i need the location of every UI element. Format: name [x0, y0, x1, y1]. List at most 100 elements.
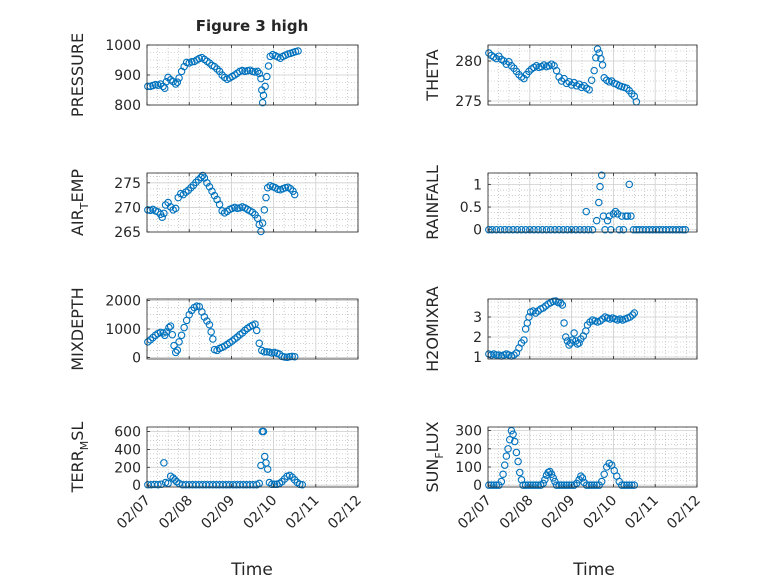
- y-tick-label: 600: [114, 424, 141, 440]
- sun-flux-point-9: [504, 445, 512, 453]
- h2omixra-point-30: [556, 299, 565, 307]
- rainfall-point-10: [526, 225, 534, 234]
- h2omixra-point-41: [575, 339, 583, 347]
- mixdepth-point-41: [238, 329, 247, 337]
- sun-flux-point-3: [492, 481, 501, 489]
- mixdepth-point-14: [173, 346, 182, 354]
- terr-msl-point-44: [268, 480, 276, 489]
- y-tick-label: 3: [473, 310, 482, 326]
- sun-flux-point-53: [597, 477, 606, 486]
- y-tick-label: 0.5: [460, 200, 482, 216]
- mixdepth-point-60: [285, 352, 294, 361]
- rainfall-point-38: [613, 210, 622, 218]
- y-axis-label-pressure: PRESSURE: [68, 33, 87, 117]
- sun-flux-point-27: [541, 475, 549, 484]
- mixdepth-point-48: [255, 339, 263, 348]
- sun-flux-point-26: [539, 479, 547, 488]
- pressure-point-51: [261, 82, 269, 91]
- axes-box: [487, 426, 698, 488]
- pressure-point-29: [213, 65, 221, 73]
- rainfall-point-62: [681, 225, 690, 234]
- rainfall-point-11: [530, 225, 538, 234]
- rainfall-point-2: [492, 225, 501, 234]
- rainfall-point-20: [567, 225, 576, 234]
- h2omixra-point-3: [492, 351, 501, 359]
- rainfall-point-23: [580, 225, 588, 234]
- h2omixra-point-40: [573, 340, 582, 348]
- rainfall-point-40: [618, 212, 626, 220]
- pressure-point-12: [171, 80, 180, 88]
- rainfall-point-3: [496, 225, 505, 234]
- pressure-point-19: [187, 58, 196, 66]
- sun-flux-point-13: [510, 437, 519, 446]
- h2omixra-point-33: [561, 333, 570, 341]
- rainfall-point-4: [500, 225, 509, 234]
- air-temp-point-18: [187, 184, 195, 192]
- sun-flux-point-65: [628, 481, 636, 489]
- y-tick-label: 400: [114, 442, 141, 458]
- pressure-point-0: [144, 82, 152, 91]
- pressure-point-46: [255, 69, 263, 78]
- sun-flux-point-38: [562, 481, 571, 489]
- theta-point-27: [552, 66, 561, 75]
- sun-flux-point-32: [549, 474, 557, 482]
- theta-point-33: [567, 81, 576, 89]
- air-temp-point-61: [289, 187, 297, 195]
- y-tick-label: 100: [455, 460, 482, 476]
- sun-flux-point-54: [600, 470, 608, 479]
- mixdepth-point-58: [280, 353, 289, 361]
- sun-flux-point-23: [531, 481, 540, 489]
- sun-flux-point-35: [555, 481, 563, 489]
- rainfall-point-61: [679, 225, 687, 234]
- y-tick-label: 0: [473, 223, 482, 239]
- terr-msl-point-45: [270, 480, 279, 489]
- pressure-point-28: [210, 62, 219, 71]
- sun-flux-point-61: [618, 481, 626, 489]
- pressure-point-31: [218, 71, 226, 79]
- mixdepth-point-50: [260, 348, 269, 356]
- sun-flux-point-7: [500, 461, 509, 469]
- sun-flux-point-31: [547, 470, 556, 479]
- sun-flux-point-66: [630, 481, 639, 489]
- y-tick-label: 1: [473, 350, 482, 366]
- sun-flux-point-63: [623, 481, 631, 489]
- air-temp-point-48: [258, 219, 267, 227]
- mixdepth-point-47: [252, 326, 261, 335]
- h2omixra-point-32: [560, 319, 568, 327]
- y-tick-label: 2: [473, 330, 482, 346]
- rainfall-point-9: [521, 225, 530, 234]
- pressure-point-14: [175, 74, 183, 82]
- rainfall-point-35: [607, 225, 615, 234]
- y-tick-label: 1: [473, 177, 482, 193]
- subplot-theta: 275 280 THETA: [423, 44, 698, 110]
- subplot-rainfall: 0 0.5 1 RAINFALL: [423, 165, 698, 240]
- sun-flux-point-62: [620, 481, 629, 489]
- pressure-point-49: [258, 98, 267, 107]
- y-axis-label-terr-msl: TERRMSL: [68, 422, 91, 494]
- air-temp-point-46: [255, 220, 263, 229]
- rainfall-point-27: [592, 216, 601, 225]
- y-tick-label: 2000: [105, 293, 141, 309]
- y-tick-label: 0: [132, 351, 141, 367]
- rainfall-point-8: [517, 225, 526, 234]
- rainfall-point-33: [603, 216, 612, 225]
- y-tick-label: 265: [114, 225, 141, 241]
- rainfall-point-6: [509, 225, 517, 234]
- air-temp-point-22: [197, 173, 205, 182]
- y-tick-label: 1000: [105, 322, 141, 338]
- rainfall-point-39: [615, 225, 623, 234]
- theta-point-14: [520, 74, 528, 83]
- y-axis-label-theta: THETA: [423, 49, 442, 101]
- rainfall-point-14: [542, 225, 551, 234]
- terr-msl-point-5: [160, 459, 168, 467]
- pressure-point-52: [263, 72, 271, 81]
- air-temp-point-12: [171, 204, 180, 213]
- mixdepth-point-13: [171, 348, 180, 357]
- mixdepth-point-39: [233, 333, 242, 341]
- rainfall-point-19: [563, 225, 572, 234]
- sun-flux-point-19: [521, 481, 530, 489]
- rainfall-point-45: [627, 212, 635, 220]
- h2omixra-point-64: [630, 309, 639, 317]
- terr-msl-point-39: [259, 427, 268, 436]
- y-axis-label-air-temp: AIRTEMP: [68, 169, 91, 236]
